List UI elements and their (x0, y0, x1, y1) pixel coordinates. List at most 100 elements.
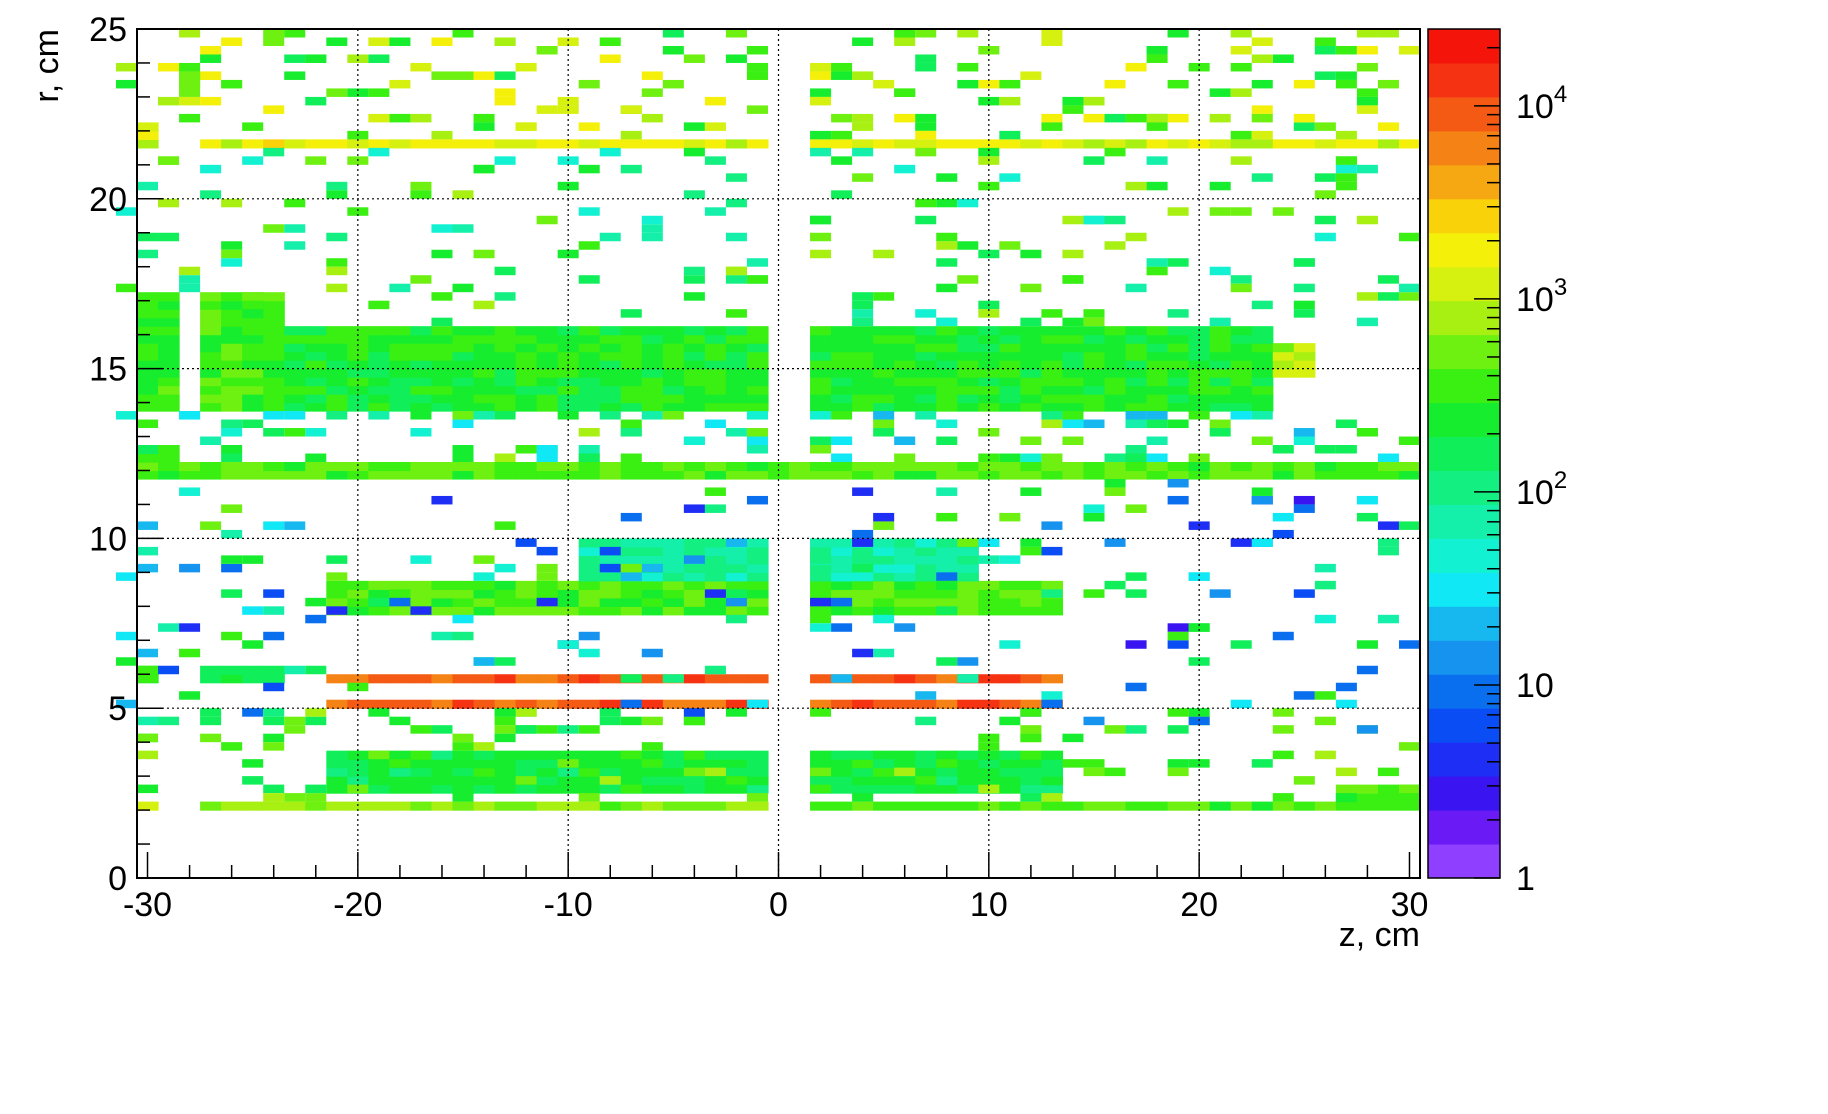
heatmap-bin (536, 343, 559, 353)
heatmap-bin (746, 470, 769, 480)
heatmap-bin (789, 470, 811, 480)
heatmap-bin (284, 801, 306, 811)
heatmap-bin (599, 572, 622, 582)
heatmap-bin (1167, 708, 1189, 717)
heatmap-bin (1230, 461, 1253, 472)
heatmap-bin (1356, 96, 1378, 106)
heatmap-bin (704, 394, 727, 404)
heatmap-bin (368, 394, 390, 404)
heatmap-bin (1062, 96, 1084, 106)
heatmap-bin (1125, 360, 1148, 370)
heatmap-bin (1251, 436, 1273, 446)
heatmap-bin (578, 343, 601, 353)
heatmap-bin (1083, 470, 1106, 480)
heatmap-bin (389, 368, 412, 378)
heatmap-bin (999, 368, 1021, 378)
heatmap-bin (1356, 428, 1378, 437)
heatmap-bin (1314, 45, 1336, 55)
heatmap-bin (389, 597, 411, 607)
heatmap-bin (1251, 495, 1273, 505)
heatmap-bin (1167, 495, 1189, 505)
heatmap-bin (431, 351, 454, 361)
heatmap-bin (936, 283, 958, 293)
heatmap-bin (1062, 343, 1085, 353)
heatmap-bin (1377, 470, 1400, 480)
heatmap-bin (683, 708, 705, 717)
heatmap-bin (1188, 139, 1211, 149)
heatmap-bin (704, 402, 727, 412)
heatmap-bin (578, 725, 600, 734)
heatmap-bin (1062, 317, 1084, 327)
heatmap-bin (1041, 113, 1063, 123)
heatmap-bin (915, 801, 937, 811)
heatmap-bin (1146, 156, 1168, 165)
heatmap-bin (515, 750, 538, 760)
heatmap-bin (1041, 759, 1064, 769)
heatmap-bin (536, 580, 559, 590)
heatmap-bin (831, 606, 853, 616)
heatmap-bin (1020, 394, 1043, 404)
heatmap-bin (452, 326, 475, 336)
heatmap-bin (1188, 377, 1211, 387)
heatmap-bin (1020, 71, 1042, 80)
heatmap-bin (410, 275, 432, 284)
heatmap-bin (452, 733, 474, 743)
heatmap-bin (894, 623, 916, 632)
heatmap-bin (746, 776, 769, 786)
heatmap-bin (452, 411, 474, 420)
heatmap-bin (1251, 538, 1273, 547)
heatmap-bin (494, 521, 516, 530)
heatmap-bin (873, 784, 895, 794)
heatmap-bin (620, 351, 643, 361)
heatmap-bin (284, 334, 306, 344)
heatmap-bin (536, 699, 559, 709)
heatmap-bin (894, 139, 916, 149)
heatmap-bin (221, 461, 243, 472)
heatmap-bin (746, 793, 768, 802)
heatmap-bin (347, 759, 369, 769)
heatmap-bin (599, 139, 622, 149)
heatmap-bin (1314, 445, 1336, 454)
heatmap-bin (936, 139, 958, 149)
heatmap-bin (284, 470, 306, 480)
heatmap-bin (894, 538, 916, 548)
heatmap-bin (999, 801, 1021, 811)
heatmap-bin (515, 385, 538, 395)
heatmap-bin (620, 470, 643, 480)
heatmap-bin (1335, 445, 1357, 454)
heatmap-bin (1230, 394, 1253, 404)
heatmap-bin (915, 776, 937, 785)
heatmap-bin (1209, 139, 1232, 149)
heatmap-bin (1167, 419, 1189, 429)
heatmap-bin (1146, 470, 1169, 480)
heatmap-bin (1272, 54, 1294, 63)
heatmap-bin (620, 368, 643, 378)
heatmap-bin (1146, 351, 1169, 361)
heatmap-bin (1314, 750, 1336, 760)
heatmap-bin (662, 580, 685, 590)
heatmap-bin (452, 402, 475, 412)
heatmap-bin (1377, 546, 1399, 556)
heatmap-bin (704, 546, 727, 556)
heatmap-bin (221, 326, 243, 336)
heatmap-bin (704, 674, 727, 684)
heatmap-bin (978, 309, 1000, 318)
heatmap-bin (326, 88, 348, 97)
heatmap-bin (536, 572, 558, 581)
heatmap-bin (536, 784, 559, 794)
heatmap-bin (221, 258, 243, 267)
heatmap-bin (137, 521, 159, 530)
heatmap-bin (1188, 453, 1210, 462)
heatmap-bin (662, 750, 685, 760)
heatmap-bin (915, 147, 937, 157)
heatmap-bin (683, 470, 706, 480)
heatmap-bin (936, 173, 958, 182)
heatmap-bin (389, 326, 412, 336)
heatmap-bin (852, 113, 874, 123)
heatmap-bin (978, 394, 1000, 404)
heatmap-bin (936, 572, 958, 581)
heatmap-bin (389, 139, 412, 149)
heatmap-bin (578, 79, 600, 89)
heatmap-bin (263, 411, 285, 420)
heatmap-bin (1293, 691, 1315, 700)
